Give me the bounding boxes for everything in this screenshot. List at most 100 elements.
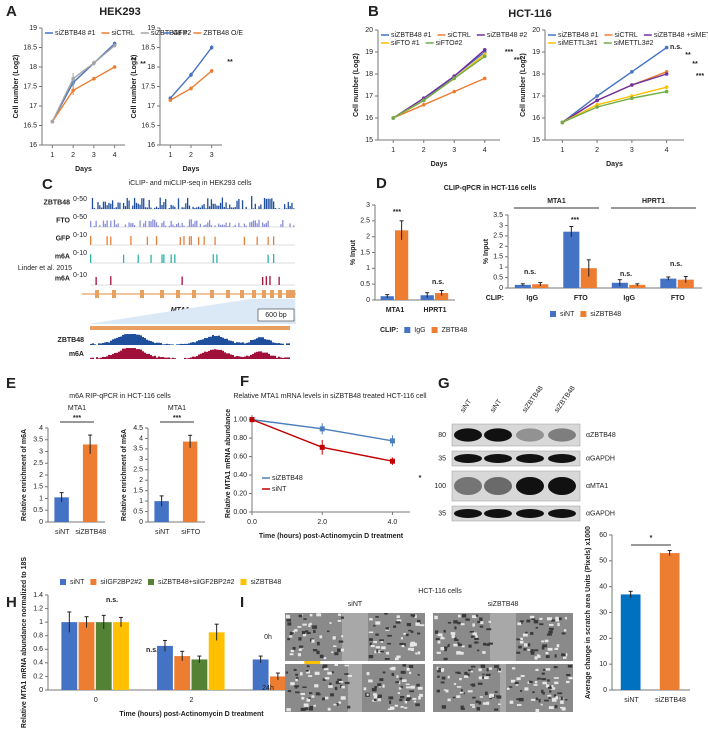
signal [265,222,267,227]
zoom-signal [150,355,152,359]
signal [216,205,218,209]
cell [519,640,524,644]
signal [194,207,196,209]
zoom-signal [114,338,116,345]
cell [527,649,531,651]
cell [516,651,521,654]
zoom-signal [128,334,130,345]
cell [308,692,313,695]
cell [309,622,312,626]
cell [485,673,491,676]
annotation: * [419,475,422,482]
legend-label: siMETTL3#1 [558,40,598,47]
cell [494,665,499,668]
bar [82,444,98,522]
exon [176,290,180,298]
cell [368,679,373,683]
cell [407,647,412,651]
zoom-signal [182,344,184,345]
zoom-signal [280,343,282,345]
cell [539,623,544,626]
legend-swatch [90,579,97,585]
signal [124,206,127,209]
cell [546,617,552,621]
zoom-signal [144,337,146,345]
cell [309,613,313,617]
zoom-signal [118,337,120,345]
cell [567,664,573,668]
signal [110,220,112,227]
zoom-signal [168,357,170,359]
y-tick-label: 19 [29,25,37,32]
signal [174,254,176,263]
annotation: *** [73,415,81,422]
zoom-signal [264,339,266,345]
signal [150,254,152,263]
y-tick-label: 0 [139,519,143,526]
bar [208,632,225,690]
cell [526,619,531,623]
cell [434,615,438,620]
cell [457,643,462,646]
track-range: 0-50 [73,214,87,221]
cell [554,705,558,709]
zoom-track-name: ZBTB48 [58,337,85,344]
cell [457,621,461,625]
zoom-signal [192,356,194,359]
zoom-signal [282,343,284,345]
cell [478,701,482,705]
y-axis-label: Cell number (Log2) [13,55,20,119]
cell [309,705,314,709]
cell [535,697,539,701]
cell [305,669,309,672]
signal [254,220,256,227]
cell [488,642,493,645]
zoom-signal [160,342,162,345]
signal [130,235,132,245]
exon [252,290,256,298]
signal [128,200,130,209]
bar [174,656,191,690]
cell [468,644,472,648]
cell [519,620,524,623]
y-tick-label: 0.5 [133,508,143,515]
bar [61,622,78,690]
signal [221,197,224,209]
y-tick-label: 3 [39,448,43,455]
zoom-signal [108,342,110,345]
signal [139,204,141,209]
cell [414,614,417,618]
cell [453,620,458,624]
bar [659,553,680,690]
annotation: n.s. [146,647,158,654]
cell [437,640,441,644]
cell [373,698,377,702]
zoom-signal [224,338,226,345]
cell [561,632,566,635]
blot-membrane [451,423,581,447]
zoom-signal [106,342,108,345]
zoom-signal [286,357,288,359]
cell [478,676,483,680]
cell [451,634,455,639]
y-tick-label: 1.5 [493,254,503,261]
x-axis-label: Days [183,166,200,173]
zoom-signal [246,342,248,345]
x-tick-label: FTO [574,295,588,302]
track-range: 0-50 [73,196,87,203]
cell [472,696,476,699]
y-tick-label: 2 [499,243,503,250]
cell [534,681,538,684]
cell [435,638,440,641]
annotation: *** [393,209,401,216]
signal [285,208,288,209]
data-point [71,76,75,81]
signal [258,219,260,227]
cell [396,655,401,659]
zoom-signal [262,352,264,359]
panel-label: G [438,375,450,392]
track-name: ZBTB48 [44,199,71,206]
cell [297,653,302,657]
signal [143,198,145,209]
zoom-signal [206,351,208,359]
